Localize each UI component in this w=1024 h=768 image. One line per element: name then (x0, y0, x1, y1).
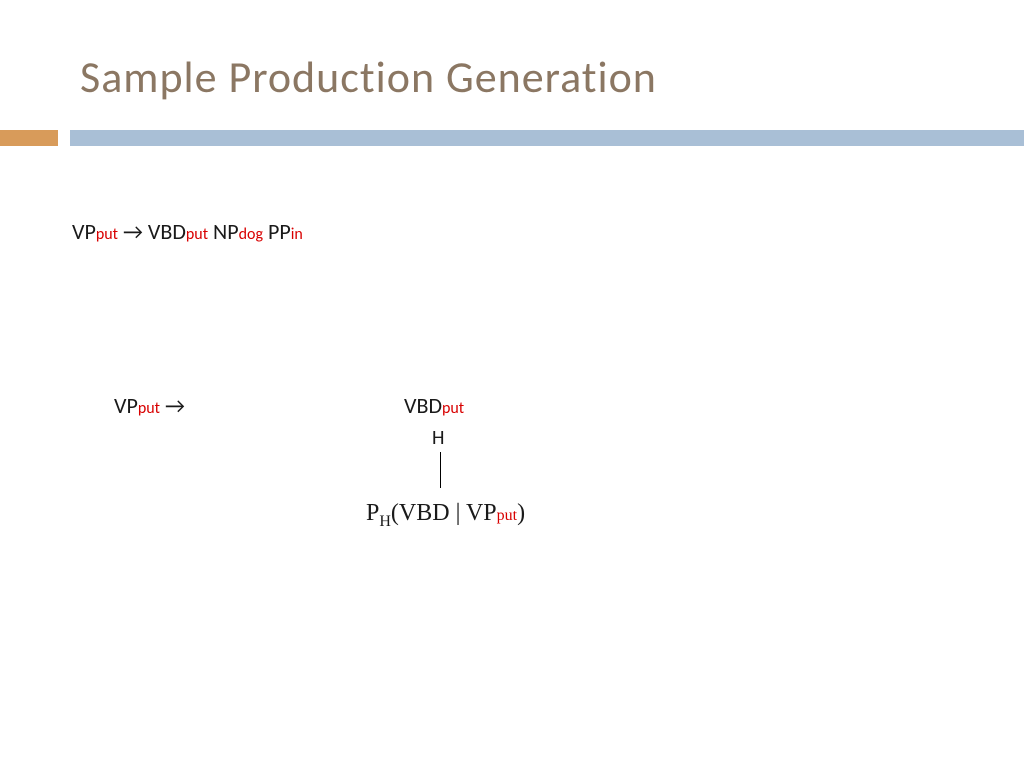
h-subscript: H (379, 513, 391, 530)
vp-sub: put (138, 399, 160, 418)
vp-sub: put (96, 225, 118, 244)
vbd-label: VBD (404, 392, 442, 419)
open-paren: ( (391, 500, 399, 526)
arrow: → (160, 392, 185, 419)
np-label: NP (208, 218, 239, 245)
vbd-sub: put (442, 399, 464, 418)
accent-bar-gap (58, 130, 70, 146)
production-rule-lhs: VPput → (114, 392, 185, 419)
production-rule-full: VPput → VBDput NPdog PPin (72, 218, 303, 245)
vbd-node: VBDput (404, 392, 464, 419)
accent-bar (0, 130, 1024, 146)
vp-sub: put (497, 507, 517, 524)
accent-bar-orange (0, 130, 58, 146)
vp-label: VP (466, 500, 497, 526)
h-label: H (432, 426, 444, 450)
vbd-sub: put (186, 225, 208, 244)
bar: | (450, 500, 466, 526)
vbd-label: VBD (148, 218, 186, 245)
np-sub: dog (239, 225, 263, 244)
vp-label: VP (72, 218, 96, 245)
p-letter: P (366, 500, 379, 526)
slide-title: Sample Production Generation (80, 50, 657, 104)
close-paren: ) (517, 500, 525, 526)
arrow: → (118, 218, 148, 245)
accent-bar-blue (70, 130, 1024, 146)
pp-sub: in (291, 225, 303, 244)
vp-label: VP (114, 392, 138, 419)
pp-label: PP (263, 218, 291, 245)
tree-edge (440, 452, 441, 488)
title-text: Sample Production Generation (80, 50, 657, 104)
probability-expression: PH(VBD | VPput) (366, 500, 525, 531)
vbd-label: VBD (399, 500, 450, 526)
